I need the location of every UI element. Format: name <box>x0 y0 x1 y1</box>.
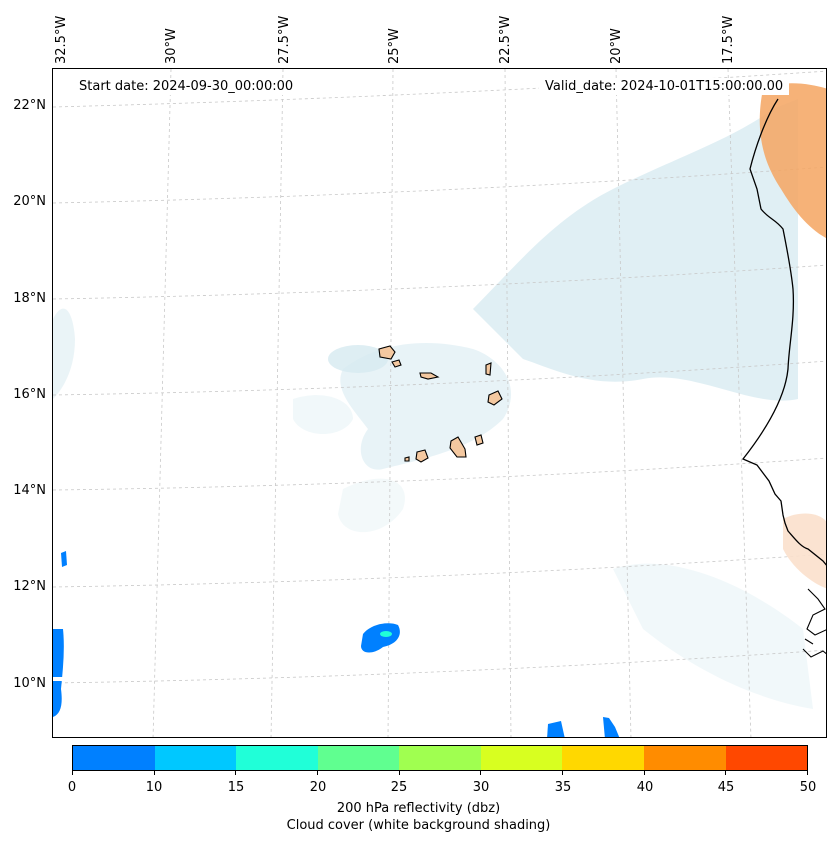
lon-label-20w: 20°W <box>609 28 624 64</box>
island-santo-antao <box>378 345 396 360</box>
colorbar-label: 200 hPa reflectivity (dbz) <box>336 801 501 816</box>
lat-line-12n <box>53 553 826 588</box>
lat-label-10n: 10°N <box>13 676 46 691</box>
cloud-patch-south <box>613 563 813 709</box>
lat-line-16n <box>53 360 826 396</box>
start-date-label: Start date: 2024-09-30_00:00:00 <box>73 78 300 95</box>
colorbar-segment-0-10 <box>73 746 155 770</box>
colorbar-segment-35-40 <box>562 746 644 770</box>
colorbar-tick-mark <box>480 771 482 775</box>
lon-line-17-5w <box>727 69 752 737</box>
valid-date-label: Valid_date: 2024-10-01T15:00:00.00 <box>539 78 790 95</box>
colorbar-tick-50: 50 <box>799 780 817 795</box>
lon-line-27-5w <box>270 69 284 737</box>
colorbar <box>72 745 808 771</box>
colorbar-segment-20-25 <box>317 746 400 770</box>
colorbar-segment-30-35 <box>480 746 563 770</box>
colorbar-tick-mark <box>807 771 808 775</box>
colorbar-tick-35: 35 <box>554 780 572 795</box>
island-boa-vista <box>487 390 503 406</box>
africa-coastline <box>741 98 826 566</box>
colorbar-sublabel: Cloud cover (white background shading) <box>286 818 551 833</box>
lat-label-12n: 12°N <box>13 579 46 594</box>
colorbar-tick-mark <box>72 771 73 775</box>
colorbar-tick-10: 10 <box>145 780 163 795</box>
colorbar-tick-mark <box>317 771 318 775</box>
lat-line-10n <box>53 649 826 684</box>
colorbar-tick-40: 40 <box>636 780 654 795</box>
cloud-patch-west <box>53 308 75 399</box>
west-africa-warm-patch <box>783 513 826 589</box>
lon-label-25w: 25°W <box>387 28 402 64</box>
lon-label-27-5w: 27.5°W <box>277 15 292 64</box>
lat-label-14n: 14°N <box>13 483 46 498</box>
reflectivity-cells <box>53 551 620 737</box>
colorbar-tick-mark <box>235 771 237 775</box>
colorbar-segment-25-30 <box>399 746 481 770</box>
land-shading <box>759 83 826 589</box>
reflectivity-cell-west-edge <box>53 629 64 717</box>
lon-label-22-5w: 22.5°W <box>498 15 513 64</box>
island-santiago <box>449 436 467 458</box>
island-maio <box>474 434 484 446</box>
island-fogo <box>415 449 429 463</box>
island-sal <box>485 362 492 376</box>
colorbar-tick-mark <box>398 771 400 775</box>
reflectivity-cell-central <box>361 623 400 653</box>
guinea-coast-islands <box>802 588 826 658</box>
colorbar-tick-45: 45 <box>717 780 735 795</box>
cloud-cell-islands <box>328 345 388 373</box>
map-canvas <box>53 69 826 737</box>
colorbar-segment-15-20 <box>236 746 318 770</box>
lon-line-20w <box>615 69 632 737</box>
colorbar-segment-45-50 <box>725 746 808 770</box>
island-sao-nicolau <box>419 372 440 380</box>
colorbar-tick-30: 30 <box>472 780 490 795</box>
cape-verde-islands <box>378 345 503 463</box>
cloud-band-islands <box>340 343 512 470</box>
lon-label-30w: 30°W <box>164 28 179 64</box>
cloud-cover-shading <box>53 99 813 709</box>
lat-label-16n: 16°N <box>13 387 46 402</box>
lat-line-22n <box>53 70 826 108</box>
lon-line-22-5w <box>504 69 512 737</box>
colorbar-segment-40-45 <box>643 746 726 770</box>
colorbar-tick-mark <box>643 771 645 775</box>
colorbar-tick-mark <box>153 771 155 775</box>
colorbar-tick-mark <box>725 771 727 775</box>
island-brava <box>404 456 410 462</box>
map-panel: Start date: 2024-09-30_00:00:00 Valid_da… <box>52 68 827 738</box>
lat-line-18n <box>53 264 826 300</box>
lon-label-17-5w: 17.5°W <box>721 15 736 64</box>
cloud-band-northeast <box>473 99 798 401</box>
colorbar-tick-0: 0 <box>67 780 77 795</box>
sahara-warm-patch <box>759 83 826 238</box>
reflectivity-cell-south-1 <box>547 721 565 737</box>
colorbar-segment-10-15 <box>154 746 237 770</box>
lat-line-20n <box>53 166 826 204</box>
colorbar-tick-25: 25 <box>390 780 408 795</box>
reflectivity-cell-south-2 <box>603 717 620 737</box>
reflectivity-cell-west-edge-gap <box>53 677 65 681</box>
lat-label-18n: 18°N <box>13 291 46 306</box>
island-sao-vicente <box>391 359 402 368</box>
lon-line-30w <box>152 69 172 737</box>
cloud-patch-center <box>293 395 353 434</box>
lat-label-22n: 22°N <box>13 98 46 113</box>
reflectivity-core-central <box>380 631 392 637</box>
lon-label-32-5w: 32.5°W <box>54 15 69 64</box>
colorbar-tick-mark <box>562 771 563 775</box>
colorbar-tick-15: 15 <box>227 780 245 795</box>
lat-label-20n: 20°N <box>13 194 46 209</box>
reflectivity-cell-small <box>61 551 67 567</box>
cloud-patch-mid <box>338 478 405 533</box>
lat-line-14n <box>53 457 826 491</box>
colorbar-tick-20: 20 <box>309 780 327 795</box>
